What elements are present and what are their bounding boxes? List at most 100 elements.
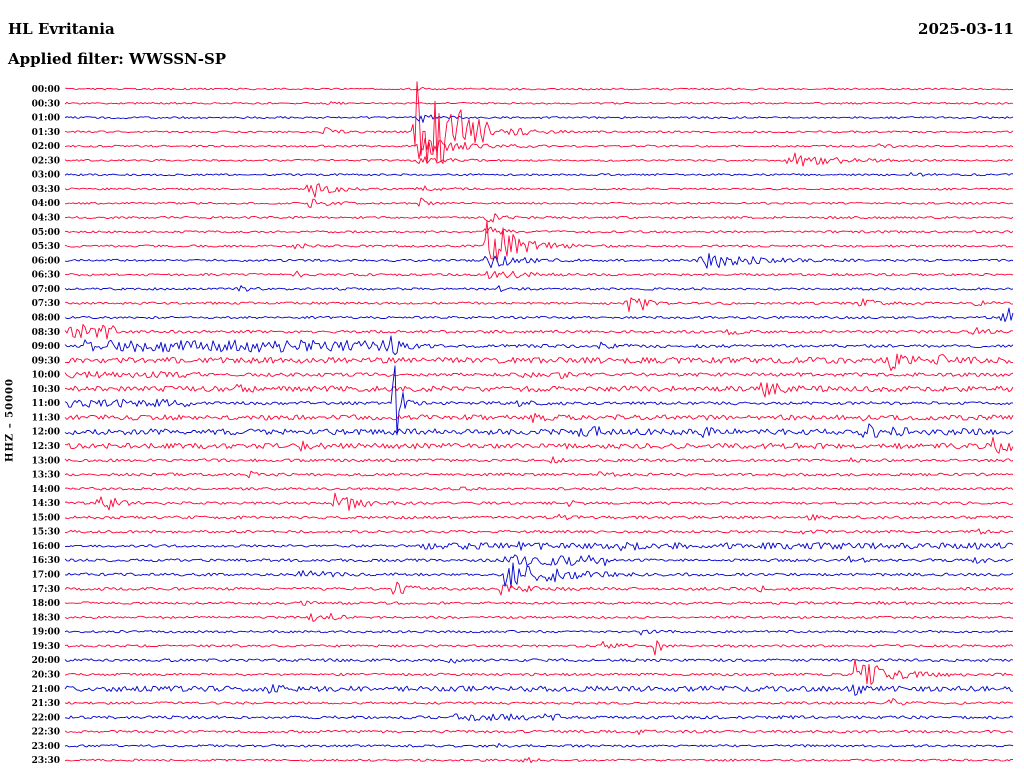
trace-row [64, 612, 1014, 622]
time-label: 23:30 [32, 756, 60, 766]
time-label: 12:00 [32, 428, 60, 438]
trace-row [64, 492, 1014, 511]
trace-row [64, 659, 1014, 685]
trace-row [64, 307, 1014, 323]
trace-row [64, 470, 1014, 479]
time-label: 17:00 [32, 571, 60, 581]
trace-row [64, 581, 1014, 596]
time-label: 06:30 [32, 271, 60, 281]
time-label: 01:30 [32, 128, 60, 138]
time-label: 05:30 [32, 242, 60, 252]
trace-row [64, 698, 1014, 706]
trace-row [65, 197, 1014, 208]
trace-row [64, 252, 1014, 269]
trace-row [64, 101, 1014, 105]
trace-row [64, 152, 1014, 167]
time-label: 09:00 [32, 342, 60, 352]
trace-row [64, 684, 1014, 696]
time-label: 04:00 [32, 199, 60, 209]
trace-row [64, 213, 1014, 223]
trace-row [65, 436, 1014, 454]
trace-row [64, 640, 1014, 656]
time-label: 18:00 [32, 599, 60, 609]
station-title: HL Evritania [8, 20, 115, 38]
time-label: 01:00 [32, 114, 60, 124]
trace-row [64, 81, 1014, 164]
time-label: 23:00 [32, 742, 60, 752]
time-label: 18:30 [32, 613, 60, 623]
trace-row [64, 285, 1014, 293]
trace-row [64, 371, 1014, 379]
time-label: 05:00 [32, 228, 60, 238]
time-label: 02:30 [32, 156, 60, 166]
filter-label: Applied filter: WWSSN-SP [8, 50, 227, 68]
trace-row [64, 335, 1014, 356]
trace-row [64, 456, 1014, 464]
trace-row [64, 137, 1014, 160]
time-label: 20:00 [32, 656, 60, 666]
trace-row [64, 270, 1014, 280]
time-label: 08:00 [32, 314, 60, 324]
time-label: 20:30 [32, 671, 60, 681]
time-label: 06:00 [32, 256, 60, 266]
trace-row [64, 324, 1014, 340]
trace-row [65, 528, 1014, 535]
time-label: 13:00 [32, 456, 60, 466]
trace-row [64, 742, 1014, 748]
trace-row [64, 86, 1014, 91]
trace-row [64, 183, 1013, 198]
time-label: 03:30 [32, 185, 60, 195]
trace-row [64, 172, 1014, 177]
trace-row [64, 486, 1014, 491]
time-label: 00:30 [32, 99, 60, 109]
time-label: 10:30 [32, 385, 60, 395]
time-label: 15:00 [32, 513, 60, 523]
trace-row [64, 226, 1014, 235]
time-label: 21:30 [32, 699, 60, 709]
trace-row [64, 713, 1014, 722]
time-label: 16:30 [32, 556, 60, 566]
trace-row [64, 554, 1014, 567]
trace-row [64, 600, 1014, 606]
time-label: 13:30 [32, 471, 60, 481]
trace-row [64, 541, 1014, 552]
time-label: 22:30 [32, 728, 60, 738]
trace-row [64, 365, 1014, 436]
time-label: 21:00 [32, 685, 60, 695]
time-label: 17:30 [32, 585, 60, 595]
time-label: 22:00 [32, 713, 60, 723]
trace-row [64, 729, 1014, 736]
time-label: 03:00 [32, 171, 60, 181]
time-label: 11:30 [32, 413, 60, 423]
trace-row [64, 757, 1014, 764]
time-label: 19:30 [32, 642, 60, 652]
trace-row [64, 562, 1014, 589]
trace-row [64, 658, 1014, 664]
time-label: 15:30 [32, 528, 60, 538]
trace-row [64, 353, 1014, 372]
trace-row [64, 220, 1014, 262]
time-label: 08:30 [32, 328, 60, 338]
time-label: 14:00 [32, 485, 60, 495]
time-label: 11:00 [32, 399, 60, 409]
trace-row [64, 412, 1014, 424]
date-label: 2025-03-11 [918, 20, 1014, 38]
time-label: 10:00 [32, 371, 60, 381]
trace-row [64, 513, 1014, 521]
time-label: 02:00 [32, 142, 60, 152]
trace-row [64, 114, 1014, 123]
time-label: 16:00 [32, 542, 60, 552]
time-label: 07:00 [32, 285, 60, 295]
trace-row [64, 423, 1014, 438]
time-label: 04:30 [32, 214, 60, 224]
trace-row [64, 629, 1014, 636]
trace-row [64, 382, 1014, 398]
time-label: 14:30 [32, 499, 60, 509]
time-label: 07:30 [32, 299, 60, 309]
time-label: 19:00 [32, 628, 60, 638]
trace-row [65, 297, 1014, 313]
time-label: 09:30 [32, 356, 60, 366]
time-label: 00:00 [32, 85, 60, 95]
